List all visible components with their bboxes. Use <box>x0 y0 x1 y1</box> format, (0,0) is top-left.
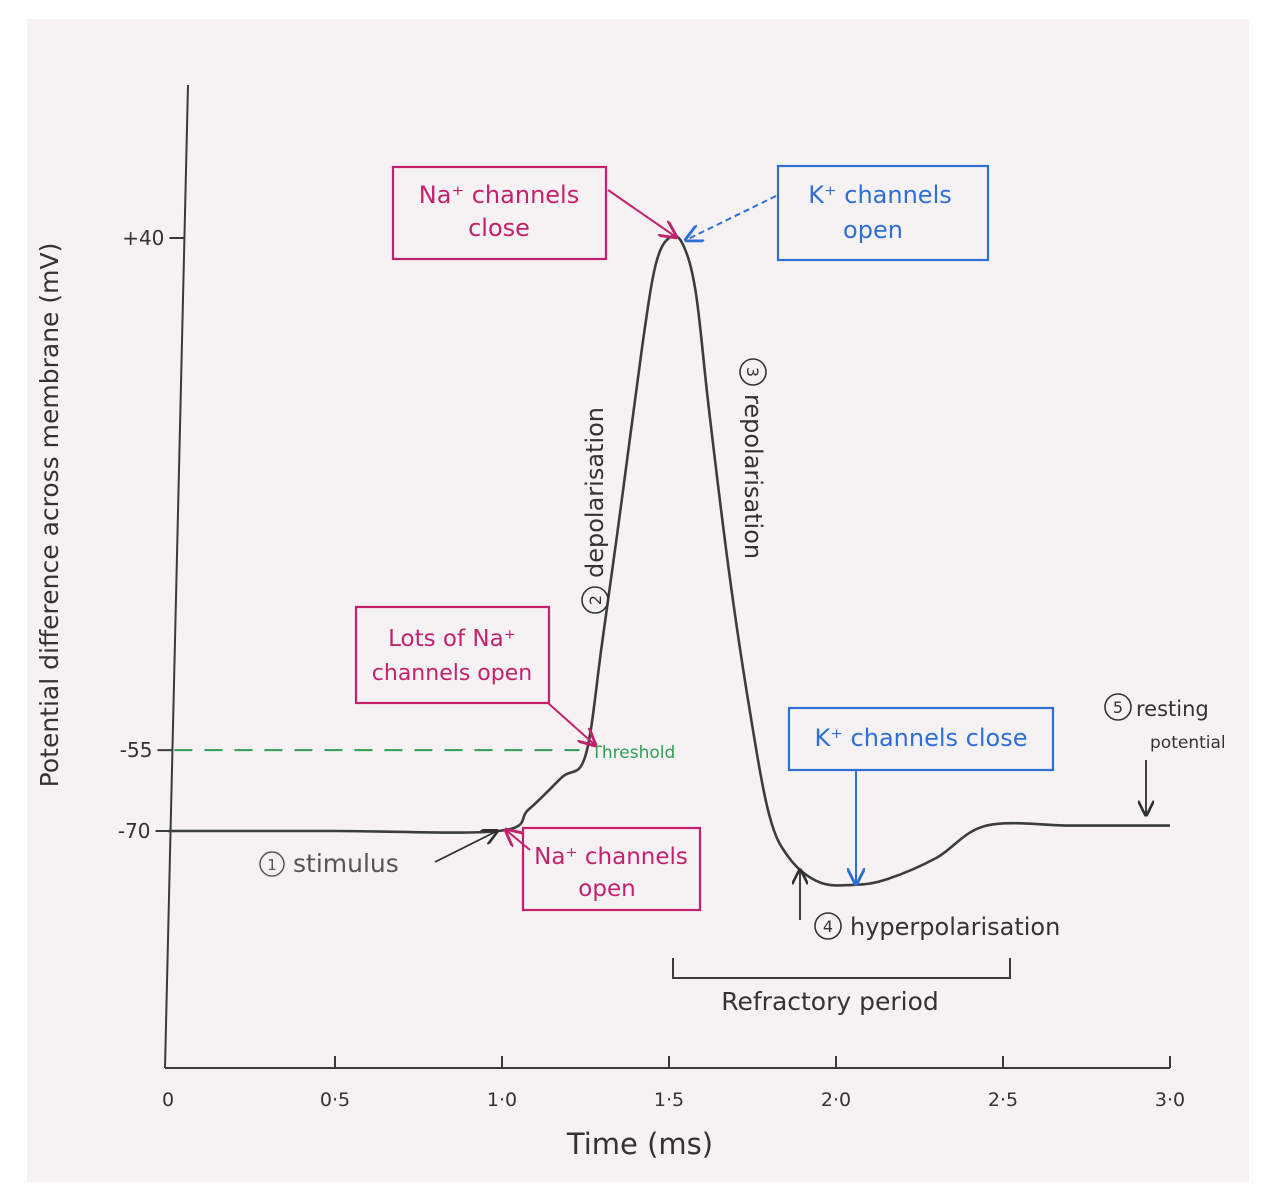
na-close-box <box>391 165 608 261</box>
stimulus-number: 1 <box>267 856 277 874</box>
y-axis <box>164 84 189 1069</box>
y-ticks: +40 -55 -70 <box>118 226 185 843</box>
k-close-box <box>787 706 1055 772</box>
resting-label-line2: potential <box>1150 733 1226 753</box>
na-close-line2: close <box>468 214 530 242</box>
na-open-line1: Na⁺ channels <box>534 844 688 870</box>
refractory-bracket <box>672 958 1011 979</box>
depolarisation-label: depolarisation <box>581 407 609 578</box>
refractory-label: Refractory period <box>721 987 939 1016</box>
y-axis-label: Potential difference across membrane (mV… <box>35 243 64 788</box>
x-tick-label: 3·0 <box>1155 1089 1185 1111</box>
x-tick-label: 0·5 <box>320 1089 350 1111</box>
hyperpolarisation-label: hyperpolarisation <box>850 913 1060 941</box>
k-open-line2: open <box>843 216 903 244</box>
na-open-line2: open <box>578 876 635 902</box>
paper-background <box>27 19 1249 1182</box>
x-tick-label: 0 <box>162 1089 174 1111</box>
x-tick-label: 1·0 <box>487 1089 517 1111</box>
lots-na-box <box>354 605 551 705</box>
na-close-line1: Na⁺ channels <box>419 181 579 209</box>
k-close-line1: K⁺ channels close <box>815 724 1028 752</box>
action-potential-curve <box>168 234 1170 887</box>
na-open-box <box>521 826 702 912</box>
resting-label-line1: resting <box>1136 697 1209 721</box>
y-tick-label: +40 <box>122 226 164 250</box>
k-open-box <box>776 164 990 262</box>
depolarisation-number-circle <box>581 586 609 614</box>
x-tick-label: 1·5 <box>654 1089 684 1111</box>
stimulus-number-circle <box>259 851 285 877</box>
depolarisation-number: 2 <box>586 595 605 605</box>
repolarisation-number: 3 <box>743 367 762 377</box>
lots-na-line1: Lots of Na⁺ <box>388 626 516 652</box>
x-axis-label: Time (ms) <box>566 1127 713 1161</box>
hyperpolarisation-number: 4 <box>823 917 833 936</box>
na-close-arrow <box>607 189 676 237</box>
stimulus-label: stimulus <box>293 849 399 878</box>
k-open-line1: K⁺ channels <box>808 181 952 209</box>
hyperpolarisation-number-circle <box>814 912 842 940</box>
repolarisation-annotation: 3 repolarisation <box>739 358 767 559</box>
lots-na-line2: channels open <box>372 661 532 686</box>
resting-number: 5 <box>1113 698 1123 717</box>
y-tick-label: -70 <box>118 819 151 843</box>
k-open-arrow <box>686 195 777 240</box>
x-tick-label: 2·5 <box>988 1089 1018 1111</box>
stimulus-arrow <box>434 831 497 863</box>
depolarisation-annotation: 2 depolarisation <box>581 407 609 614</box>
x-ticks: 0 0·5 1·0 1·5 2·0 2·5 3·0 <box>162 1056 1185 1111</box>
x-tick-label: 2·0 <box>821 1089 851 1111</box>
repolarisation-number-circle <box>739 358 767 386</box>
na-open-arrow <box>506 830 531 851</box>
threshold-label: Threshold <box>591 743 676 763</box>
repolarisation-label: repolarisation <box>739 394 767 559</box>
y-tick-label: -55 <box>120 738 153 762</box>
lots-na-arrow <box>547 702 595 745</box>
resting-number-circle <box>1104 693 1132 721</box>
